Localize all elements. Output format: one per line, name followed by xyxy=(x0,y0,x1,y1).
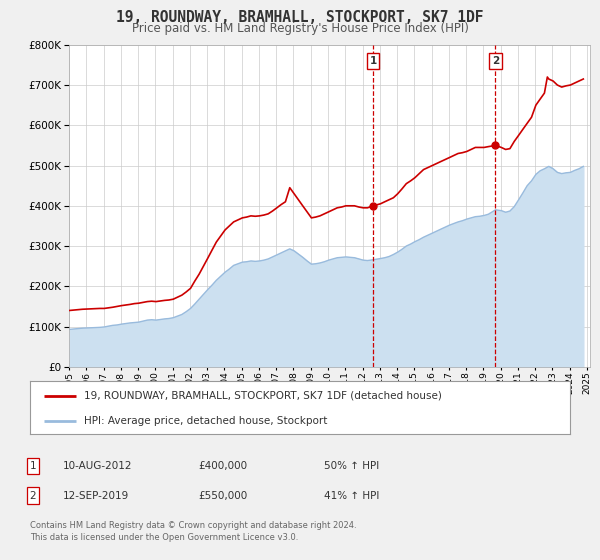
Text: 19, ROUNDWAY, BRAMHALL, STOCKPORT, SK7 1DF (detached house): 19, ROUNDWAY, BRAMHALL, STOCKPORT, SK7 1… xyxy=(84,391,442,401)
Text: 1: 1 xyxy=(29,461,37,471)
Text: 12-SEP-2019: 12-SEP-2019 xyxy=(63,491,129,501)
Text: Price paid vs. HM Land Registry's House Price Index (HPI): Price paid vs. HM Land Registry's House … xyxy=(131,22,469,35)
Text: 19, ROUNDWAY, BRAMHALL, STOCKPORT, SK7 1DF: 19, ROUNDWAY, BRAMHALL, STOCKPORT, SK7 1… xyxy=(116,10,484,25)
Text: 10-AUG-2012: 10-AUG-2012 xyxy=(63,461,133,471)
Text: 2: 2 xyxy=(29,491,37,501)
Text: 50% ↑ HPI: 50% ↑ HPI xyxy=(324,461,379,471)
Text: 41% ↑ HPI: 41% ↑ HPI xyxy=(324,491,379,501)
Text: Contains HM Land Registry data © Crown copyright and database right 2024.: Contains HM Land Registry data © Crown c… xyxy=(30,521,356,530)
Text: HPI: Average price, detached house, Stockport: HPI: Average price, detached house, Stoc… xyxy=(84,416,328,426)
Text: £550,000: £550,000 xyxy=(198,491,247,501)
Text: £400,000: £400,000 xyxy=(198,461,247,471)
Text: This data is licensed under the Open Government Licence v3.0.: This data is licensed under the Open Gov… xyxy=(30,533,298,543)
Text: 2: 2 xyxy=(492,56,499,66)
Text: 1: 1 xyxy=(370,56,377,66)
